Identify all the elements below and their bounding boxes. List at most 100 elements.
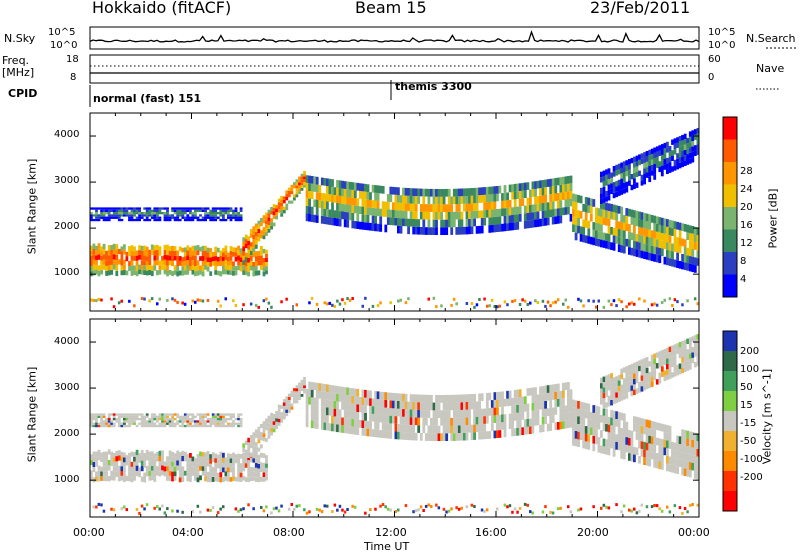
power-cell: [399, 225, 403, 234]
velocity-cell: [696, 471, 700, 480]
power-cell: [587, 236, 591, 244]
power-cell: [222, 248, 225, 253]
power-cell: [156, 249, 159, 255]
velocity-cell: [260, 476, 263, 482]
power-cell: [419, 211, 423, 220]
velocity-cell: [171, 413, 174, 416]
velocity-cell: [128, 424, 131, 428]
velocity-cell: [351, 418, 355, 427]
velocity-cell: [513, 397, 517, 406]
velocity-cell: [600, 506, 603, 510]
power-cell: [204, 212, 207, 215]
velocity-cell: [567, 420, 570, 429]
velocity-cell: [445, 410, 449, 418]
velocity-cell: [683, 468, 687, 476]
velocity-cell: [506, 390, 509, 399]
velocity-cell: [199, 420, 202, 423]
power-cell: [90, 298, 93, 302]
power-cell: [262, 219, 266, 224]
x-axis-label: Time UT: [364, 540, 410, 553]
power-cell: [102, 254, 106, 260]
power-cell: [658, 161, 662, 167]
power-cell: [227, 212, 230, 215]
velocity-cell: [480, 431, 484, 440]
power-cell: [102, 249, 106, 255]
velocity-cell: [668, 352, 672, 358]
power-cell: [559, 177, 563, 185]
power-cell: [468, 195, 471, 204]
power-cell: [650, 245, 654, 254]
power-cell: [447, 219, 451, 228]
velocity-cell: [587, 434, 591, 443]
power-cell: [117, 218, 121, 222]
velocity-cell: [559, 506, 562, 510]
power-cell: [615, 213, 619, 221]
velocity-cell: [584, 426, 588, 434]
velocity-cell: [161, 504, 164, 508]
velocity-cell: [153, 424, 157, 428]
velocity-cell: [534, 402, 537, 411]
velocity-cell: [239, 454, 243, 459]
power-cell: [308, 175, 311, 184]
power-cell: [437, 212, 441, 220]
power-cell: [112, 249, 116, 255]
velocity-cell: [450, 507, 453, 511]
velocity-cell: [102, 509, 106, 513]
power-cell: [310, 183, 314, 192]
velocity-cell: [254, 477, 258, 482]
power-cell: [610, 303, 613, 307]
velocity-cell: [219, 418, 223, 421]
power-cell: [242, 246, 246, 252]
power-cell: [201, 299, 205, 303]
velocity-cell: [384, 392, 388, 400]
velocity-cell: [402, 424, 405, 433]
velocity-cell: [384, 505, 387, 509]
velocity-cell: [625, 429, 629, 438]
velocity-cell: [610, 394, 613, 400]
velocity-cell: [468, 409, 471, 418]
power-cell: [336, 187, 339, 196]
power-colorbar: [722, 116, 738, 298]
power-cell: [463, 188, 466, 197]
power-cell: [135, 260, 139, 266]
power-cell: [92, 264, 96, 271]
velocity-cell: [257, 447, 261, 452]
power-cell: [156, 302, 159, 306]
power-cell: [666, 157, 669, 164]
velocity-cell: [681, 511, 684, 515]
power-cell: [648, 252, 652, 261]
velocity-cell: [356, 419, 360, 428]
power-cell: [643, 235, 646, 244]
power-cell: [239, 252, 243, 258]
power-cell: [480, 218, 484, 226]
velocity-cell: [696, 344, 700, 351]
velocity-cell: [244, 454, 248, 459]
power-cell: [546, 179, 550, 187]
velocity-cell: [683, 345, 687, 351]
power-cell: [328, 194, 332, 202]
power-cell: [234, 266, 238, 271]
velocity-cell: [123, 477, 126, 483]
velocity-cell: [295, 388, 299, 392]
power-cell: [638, 242, 641, 250]
power-cell: [237, 218, 240, 222]
power-cell: [645, 151, 649, 157]
power-cell: [688, 152, 692, 159]
power-cell: [173, 270, 177, 275]
power-cell: [602, 170, 606, 176]
velocity-cell: [582, 433, 586, 441]
velocity-cell: [539, 424, 542, 433]
velocity-cell: [407, 409, 410, 418]
velocity-cell: [620, 428, 624, 436]
power-cell: [351, 212, 355, 221]
velocity-cell: [143, 415, 147, 418]
velocity-cell: [587, 426, 591, 435]
velocity-cell: [201, 420, 205, 423]
velocity-cell: [630, 380, 634, 386]
velocity-cell: [671, 361, 674, 367]
power-cell: [693, 150, 697, 156]
velocity-cell: [252, 476, 256, 481]
power-cell: [277, 209, 281, 213]
power-cell: [277, 205, 281, 210]
velocity-cell: [163, 461, 167, 467]
